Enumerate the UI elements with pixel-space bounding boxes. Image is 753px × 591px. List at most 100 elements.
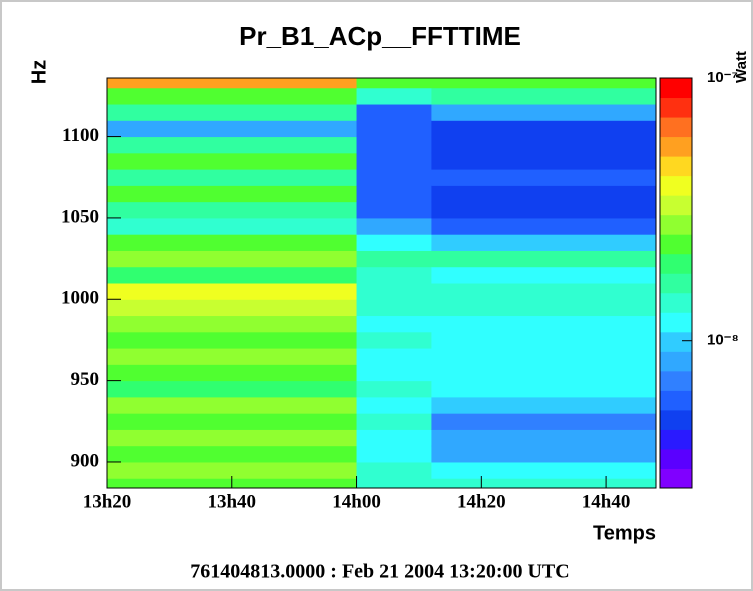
colorbar-block (660, 468, 692, 489)
colorbar-block (660, 331, 692, 352)
cell (107, 461, 358, 479)
cell (431, 152, 657, 170)
colorbar-block (660, 409, 692, 430)
cell (356, 152, 432, 170)
cell (431, 283, 657, 300)
cell (431, 104, 657, 121)
cell (356, 445, 432, 463)
x-tick-label: 13h40 (207, 491, 256, 512)
cell (107, 201, 358, 219)
colorbar-block (660, 195, 692, 216)
cell (356, 234, 432, 251)
cell (431, 364, 657, 382)
cell (107, 78, 358, 89)
cell (356, 461, 432, 479)
chart-title: Pr_B1_ACp__FFTTIME (239, 21, 521, 51)
x-tick-label: 14h20 (457, 491, 506, 512)
colorbar-block (660, 390, 692, 411)
cell (356, 283, 432, 300)
colorbar-block (660, 175, 692, 196)
cell (431, 380, 657, 398)
cell (107, 169, 358, 186)
cell (431, 201, 657, 219)
cell (107, 283, 358, 300)
cell (431, 396, 657, 414)
cell (356, 136, 432, 154)
cell (431, 234, 657, 251)
colorbar-block (660, 234, 692, 255)
cell (107, 364, 358, 382)
cell (356, 478, 432, 489)
cell (431, 78, 657, 89)
x-tick-label: 14h40 (582, 491, 631, 512)
colorbar-block (660, 253, 692, 274)
y-tick-label: 1000 (61, 288, 99, 309)
cell (107, 136, 358, 154)
cell (431, 429, 657, 447)
x-tick-label: 13h20 (83, 491, 132, 512)
cell (356, 364, 432, 382)
y-tick-label: 1100 (62, 125, 99, 146)
cell (356, 299, 432, 317)
footer: 761404813.0000 : Feb 21 2004 13:20:00 UT… (190, 561, 569, 583)
y-tick-label: 900 (71, 450, 100, 471)
cell (356, 250, 432, 268)
cell (356, 348, 432, 365)
cell (356, 185, 432, 203)
cell (107, 413, 358, 430)
cell (431, 120, 657, 138)
x-axis-label: Temps (593, 522, 656, 544)
cell (107, 331, 358, 349)
x-tick-label: 14h00 (332, 491, 381, 512)
cell (431, 266, 657, 284)
colorbar-block (660, 312, 692, 333)
z-tick-label: 10⁻⁷ (707, 69, 738, 86)
colorbar-block (660, 97, 692, 118)
cell (356, 429, 432, 447)
cell (356, 78, 432, 89)
cell (107, 217, 358, 235)
colorbar-block (660, 136, 692, 157)
cell (107, 445, 358, 463)
cell (431, 87, 657, 105)
cell (431, 299, 657, 317)
cell (107, 380, 358, 398)
z-tick-label: 10⁻⁸ (707, 332, 739, 349)
colorbar-block (660, 370, 692, 391)
cell (431, 445, 657, 463)
z-axis-label: Watt (733, 51, 750, 83)
cell (107, 185, 358, 203)
colorbar-block (660, 117, 692, 138)
cell (356, 331, 432, 349)
cell (356, 120, 432, 138)
colorbar-block (660, 351, 692, 372)
colorbar-block (660, 273, 692, 294)
cell (431, 315, 657, 333)
colorbar-block (660, 429, 692, 450)
cell (431, 136, 657, 154)
cell (107, 250, 358, 268)
cell (431, 185, 657, 203)
colorbar-block (660, 156, 692, 177)
cell (431, 461, 657, 479)
cell (107, 266, 358, 284)
cell (107, 87, 358, 105)
cell (107, 429, 358, 447)
y-tick-label: 950 (71, 369, 100, 390)
cell (107, 234, 358, 251)
cell (356, 169, 432, 186)
cell (431, 250, 657, 268)
cell (107, 152, 358, 170)
y-axis-label: Hz (28, 60, 50, 84)
cell (356, 266, 432, 284)
cell (431, 478, 657, 489)
cell (356, 380, 432, 398)
cell (431, 217, 657, 235)
cell (356, 217, 432, 235)
cell (107, 396, 358, 414)
cell (431, 331, 657, 349)
cell (107, 299, 358, 317)
colorbar-block (660, 448, 692, 469)
